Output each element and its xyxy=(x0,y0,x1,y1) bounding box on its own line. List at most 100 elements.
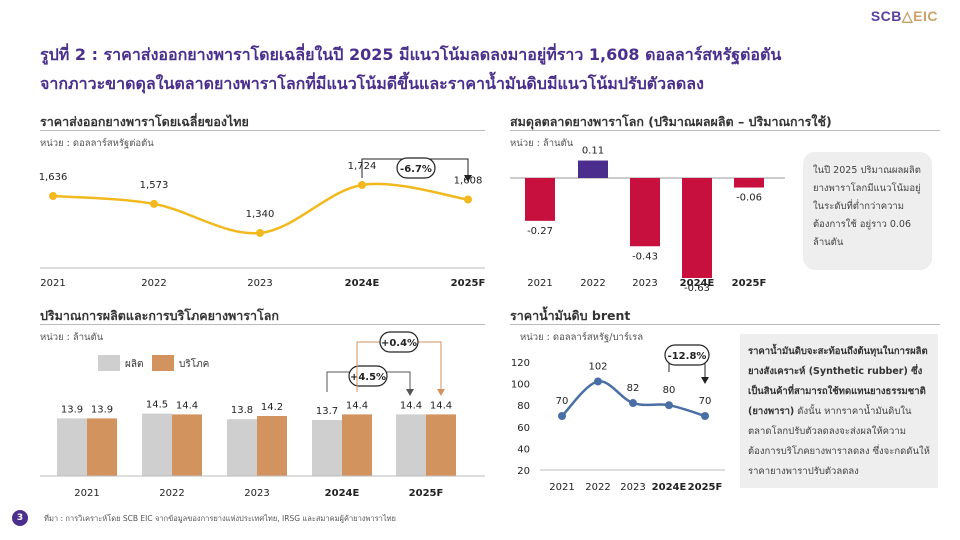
chart4-x-tick-2024E: 2024E xyxy=(652,482,687,493)
chart4-point-2025F xyxy=(701,412,709,420)
chart3-bar-production-2023 xyxy=(227,419,257,476)
chart1-annotation-box xyxy=(396,157,436,179)
chart2-bar-2021 xyxy=(525,178,555,221)
chart1-annotation-arrowhead xyxy=(464,175,472,182)
chart4-unit: หน่วย : ดอลลาร์สหรัฐ/บาร์เรล xyxy=(520,332,644,343)
chart4-point-2023 xyxy=(629,399,637,408)
chart4-annotation-label: -12.8% xyxy=(668,351,707,362)
oil-note: ราคาน้ำมันดิบจะสะท้อนถึงต้นทุนในการผลิตย… xyxy=(740,334,938,488)
chart1-point-2025F xyxy=(464,195,472,204)
chart4-title: ราคาน้ำมันดิบ brent xyxy=(510,308,631,323)
chart2-x-tick-2024E: 2024E xyxy=(680,278,715,289)
chart1-value-label-2021: 1,636 xyxy=(39,172,68,183)
chart3-bar-production-2024E xyxy=(312,420,342,476)
chart1-point-2021 xyxy=(49,192,57,200)
chart2-bars: -0.27 0.11 -0.43 -0.63 -0.06 2021 2022 2023 2024… xyxy=(510,146,785,294)
chart2-unit: หน่วย : ล้านตัน xyxy=(510,138,574,149)
source-note: ที่มา : การวิเคราะห์โดย SCB EIC จากข้อมู… xyxy=(44,514,396,523)
chart3-value-label-consumption-2025F: 14.4 xyxy=(430,400,452,411)
chart2-bar-2024E xyxy=(682,178,712,278)
chart3-bar-consumption-2023 xyxy=(257,416,287,476)
brand-logo: SCB△EIC xyxy=(871,8,938,25)
chart1-value-label-2023: 1,340 xyxy=(246,209,275,220)
chart2-x-tick-2021: 2021 xyxy=(527,278,552,289)
chart4-point-2021 xyxy=(558,412,566,420)
chart3-annotation-b-arrowhead xyxy=(437,389,445,396)
chart3-bar-consumption-2022 xyxy=(172,414,202,476)
chart1-unit: หน่วย : ดอลลาร์สหรัฐต่อตัน xyxy=(40,138,154,149)
chart4-y-tick-40: 40 xyxy=(517,444,530,455)
chart4-y-tick-60: 60 xyxy=(517,423,530,434)
balance-note: ในปี 2025 ปริมาณผลผลิตยางพาราโลกมีแนวโน้… xyxy=(803,152,932,270)
chart1-x-tick-2021: 2021 xyxy=(40,278,65,289)
legend-swatch-consumption xyxy=(152,355,174,371)
chart3-x-tick-2024E: 2024E xyxy=(325,488,360,499)
chart1-point-2022 xyxy=(150,199,158,208)
chart4-y-tick-20: 20 xyxy=(517,466,530,477)
chart4-y-tick-80: 80 xyxy=(517,401,530,412)
chart4-point-2024E xyxy=(665,401,673,410)
chart3-bars: 13.9 14.5 13.8 13.7 14.4 13.9 14.4 14.2 14.4 14.4… xyxy=(40,331,485,499)
chart3-bar-consumption-2024E xyxy=(342,414,372,476)
chart1-x-tick-2022: 2022 xyxy=(141,278,166,289)
chart1-x-tick-2025F: 2025F xyxy=(451,278,486,289)
chart4-value-label-2025F: 70 xyxy=(699,396,712,407)
chart3-x-tick-2025F: 2025F xyxy=(409,488,444,499)
legend-swatch-production xyxy=(98,355,120,371)
chart2-value-label-2021: -0.27 xyxy=(527,226,553,237)
chart4-line: 120 100 80 60 40 20 70 102 82 80 70 2021 2022 2023 202… xyxy=(511,344,725,493)
chart3-unit: หน่วย : ล้านตัน xyxy=(40,332,104,343)
chart3-title: ปริมาณการผลิตและการบริโภคยางพาราโลก xyxy=(40,308,279,323)
chart4-value-label-2021: 70 xyxy=(556,396,569,407)
chart2-value-label-2022: 0.11 xyxy=(582,146,604,157)
chart1-title: ราคาส่งออกยางพาราโดยเฉลี่ยของไทย xyxy=(40,114,249,129)
chart1-point-2023 xyxy=(256,229,264,237)
chart3-bar-production-2025F xyxy=(396,414,426,476)
brand-secondary-mark: △ xyxy=(901,8,914,24)
chart2-value-label-2023: -0.43 xyxy=(632,251,658,262)
chart3-annotation-a-box xyxy=(348,365,388,387)
page-number: 3 xyxy=(12,510,28,526)
chart1-point-2024E xyxy=(358,181,366,189)
chart3-bar-production-2021 xyxy=(57,418,87,476)
chart4-value-label-2023: 82 xyxy=(627,383,640,394)
chart3-bar-consumption-2021 xyxy=(87,418,117,476)
chart2-x-tick-2022: 2022 xyxy=(580,278,605,289)
oil-note-bold: ราคาน้ำมันดิบจะสะท้อนถึงต้นทุนในการผลิตย… xyxy=(748,346,928,417)
chart2-title: สมดุลตลาดยางพาราโลก (ปริมาณผลผลิต – ปริม… xyxy=(510,114,832,129)
chart4-y-tick-120: 120 xyxy=(511,358,530,369)
chart2-bar-2023 xyxy=(630,178,660,247)
chart2-x-tick-2023: 2023 xyxy=(632,278,657,289)
chart3-x-tick-2021: 2021 xyxy=(74,488,99,499)
slide-title-line-1: รูปที่ 2 : ราคาส่งออกยางพาราโดยเฉลี่ยในป… xyxy=(40,45,782,64)
chart3-x-tick-2023: 2023 xyxy=(244,488,269,499)
chart3-annotation-b-label: +0.4% xyxy=(381,338,417,349)
chart3-value-label-production-2024E: 13.7 xyxy=(316,406,338,417)
chart3-annotation-a-arrowhead xyxy=(406,389,414,396)
chart4-value-label-2022: 102 xyxy=(588,361,607,372)
chart3-value-label-production-2022: 14.5 xyxy=(146,400,168,411)
chart1-value-label-2022: 1,573 xyxy=(140,180,169,191)
chart3-value-label-production-2025F: 14.4 xyxy=(400,400,422,411)
chart2-bar-2025F xyxy=(734,178,764,188)
chart1-divider xyxy=(40,130,485,131)
chart3-x-tick-2022: 2022 xyxy=(159,488,184,499)
chart3-value-label-production-2023: 13.8 xyxy=(231,405,253,416)
oil-note-rest: ดังนั้น หากราคาน้ำมันดิบในตลาดโลกปรับตัว… xyxy=(748,406,930,477)
chart3-annotation-b-box xyxy=(379,331,419,353)
chart3-bar-consumption-2025F xyxy=(426,414,456,476)
chart3-value-label-consumption-2024E: 14.4 xyxy=(346,400,368,411)
chart2-x-tick-2025F: 2025F xyxy=(732,278,767,289)
chart4-x-tick-2023: 2023 xyxy=(620,482,645,493)
chart3-value-label-production-2021: 13.9 xyxy=(61,404,83,415)
chart3-bar-production-2022 xyxy=(142,413,172,476)
chart4-divider xyxy=(510,324,940,325)
chart2-value-label-2025F: -0.06 xyxy=(736,193,762,204)
chart4-x-tick-2025F: 2025F xyxy=(688,482,723,493)
chart4-value-label-2024E: 80 xyxy=(663,385,676,396)
chart2-value-label-2024E: -0.63 xyxy=(684,283,710,294)
chart2-bar-2022 xyxy=(578,160,608,178)
chart4-x-tick-2021: 2021 xyxy=(549,482,574,493)
chart3-value-label-consumption-2021: 13.9 xyxy=(91,404,113,415)
chart4-annotation-arrowhead xyxy=(701,377,709,384)
